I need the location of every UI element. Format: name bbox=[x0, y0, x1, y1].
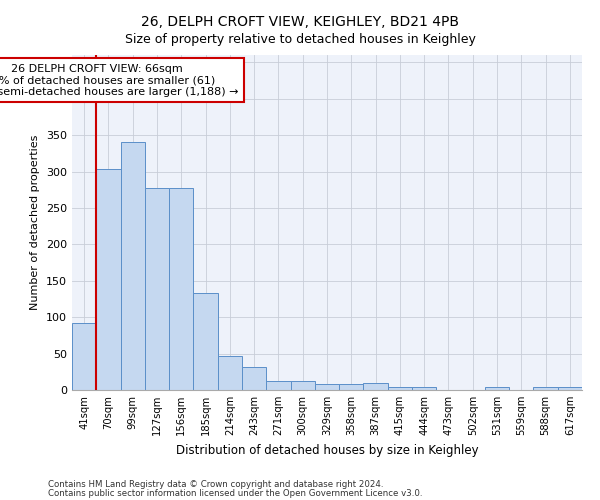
Bar bbox=[193, 293, 218, 390]
Bar bbox=[96, 170, 121, 390]
Bar bbox=[266, 380, 290, 390]
Bar bbox=[145, 188, 169, 390]
Bar bbox=[364, 384, 388, 390]
Bar bbox=[558, 387, 582, 390]
Bar bbox=[388, 387, 412, 390]
Bar bbox=[169, 188, 193, 390]
Text: Size of property relative to detached houses in Keighley: Size of property relative to detached ho… bbox=[125, 32, 475, 46]
Bar bbox=[339, 384, 364, 390]
Bar bbox=[72, 323, 96, 390]
Text: Contains public sector information licensed under the Open Government Licence v3: Contains public sector information licen… bbox=[48, 488, 422, 498]
Text: 26, DELPH CROFT VIEW, KEIGHLEY, BD21 4PB: 26, DELPH CROFT VIEW, KEIGHLEY, BD21 4PB bbox=[141, 15, 459, 29]
Bar bbox=[242, 368, 266, 390]
Bar bbox=[412, 387, 436, 390]
Bar bbox=[315, 384, 339, 390]
Bar bbox=[218, 356, 242, 390]
Text: 26 DELPH CROFT VIEW: 66sqm
← 5% of detached houses are smaller (61)
95% of semi-: 26 DELPH CROFT VIEW: 66sqm ← 5% of detac… bbox=[0, 64, 239, 97]
Bar bbox=[485, 387, 509, 390]
Bar bbox=[290, 380, 315, 390]
Bar bbox=[533, 387, 558, 390]
Y-axis label: Number of detached properties: Number of detached properties bbox=[31, 135, 40, 310]
Text: Contains HM Land Registry data © Crown copyright and database right 2024.: Contains HM Land Registry data © Crown c… bbox=[48, 480, 383, 489]
Bar bbox=[121, 142, 145, 390]
X-axis label: Distribution of detached houses by size in Keighley: Distribution of detached houses by size … bbox=[176, 444, 478, 456]
